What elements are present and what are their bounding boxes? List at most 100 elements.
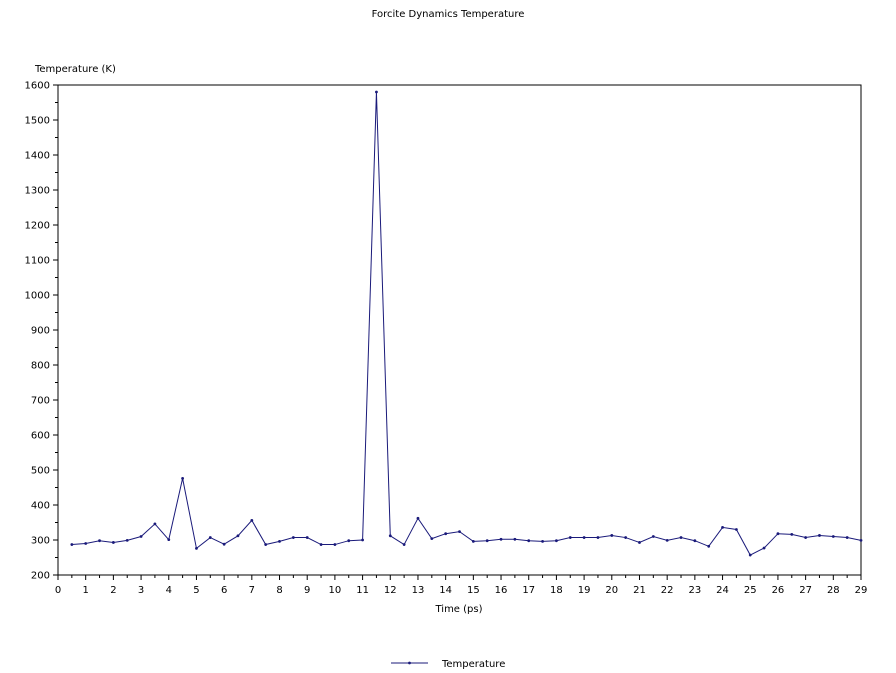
y-tick-label: 900 <box>31 326 50 337</box>
data-point <box>250 519 254 522</box>
data-point <box>305 536 309 539</box>
legend: Temperature <box>391 659 505 670</box>
legend-marker <box>408 661 411 665</box>
series-layer <box>70 90 863 557</box>
x-tick-label: 29 <box>855 585 868 596</box>
x-tick-label: 6 <box>221 585 227 596</box>
data-point <box>333 543 337 546</box>
data-point <box>748 553 752 557</box>
y-tick-label: 1000 <box>25 291 50 302</box>
x-tick-label: 9 <box>304 585 310 596</box>
data-point <box>167 538 171 542</box>
data-point <box>513 537 517 541</box>
data-point <box>347 539 351 543</box>
x-tick-label: 0 <box>55 585 61 596</box>
y-tick-label: 1400 <box>25 151 50 162</box>
data-point <box>471 540 475 543</box>
data-point <box>679 536 683 539</box>
chart-title: Forcite Dynamics Temperature <box>372 9 525 20</box>
data-point <box>361 538 364 542</box>
data-point <box>181 477 185 480</box>
legend-label: Temperature <box>441 659 505 670</box>
y-tick-label: 200 <box>31 571 50 582</box>
data-point <box>264 543 268 546</box>
data-point <box>638 541 641 544</box>
data-point <box>555 539 558 543</box>
x-tick-label: 27 <box>799 585 812 596</box>
x-tick-label: 18 <box>550 585 563 596</box>
x-tick-label: 19 <box>578 585 591 596</box>
data-point <box>430 537 434 540</box>
x-tick-label: 20 <box>605 585 618 596</box>
data-point <box>831 535 835 538</box>
data-point <box>222 542 226 546</box>
y-axis: 200 300 400 500 600 700 800 900 1000 1100 1200 1300… <box>25 81 58 582</box>
data-point <box>458 530 461 533</box>
y-tick-label: 300 <box>31 536 50 547</box>
data-point <box>111 541 115 544</box>
data-point <box>610 534 614 537</box>
data-point <box>651 535 655 538</box>
data-point <box>84 542 88 545</box>
data-point <box>236 534 240 538</box>
data-point <box>845 536 849 539</box>
data-point <box>319 543 323 546</box>
data-point <box>762 546 766 550</box>
data-point <box>804 536 808 539</box>
data-point <box>818 534 821 537</box>
data-point <box>707 544 711 548</box>
x-tick-label: 24 <box>716 585 729 596</box>
x-tick-label: 5 <box>193 585 199 596</box>
y-tick-label: 1200 <box>25 221 50 232</box>
x-tick-label: 14 <box>439 585 452 596</box>
x-axis-label: Time (ps) <box>434 604 482 615</box>
x-tick-label: 12 <box>384 585 397 596</box>
data-point <box>98 539 101 543</box>
x-tick-label: 11 <box>356 585 369 596</box>
x-tick-label: 21 <box>633 585 646 596</box>
x-tick-label: 10 <box>329 585 342 596</box>
data-point <box>125 538 129 542</box>
y-tick-label: 800 <box>31 361 50 372</box>
y-tick-label: 400 <box>31 501 50 512</box>
x-tick-label: 23 <box>688 585 701 596</box>
x-tick-label: 28 <box>827 585 840 596</box>
y-tick-label: 1100 <box>25 256 50 267</box>
x-tick-label: 22 <box>661 585 674 596</box>
data-point <box>278 540 281 543</box>
data-point <box>859 538 863 542</box>
data-point <box>582 536 586 539</box>
x-tick-label: 17 <box>522 585 535 596</box>
x-tick-label: 1 <box>83 585 89 596</box>
y-tick-label: 600 <box>31 431 50 442</box>
data-point <box>596 536 600 539</box>
data-point <box>790 533 794 536</box>
data-point <box>402 543 406 546</box>
series-line-temperature <box>71 91 862 556</box>
data-point <box>527 539 531 543</box>
data-point <box>139 535 143 538</box>
data-point <box>541 540 544 543</box>
x-tick-label: 7 <box>249 585 255 596</box>
x-tick-label: 8 <box>276 585 282 596</box>
x-tick-label: 4 <box>166 585 172 596</box>
x-tick-label: 2 <box>110 585 116 596</box>
data-point <box>291 536 295 539</box>
y-tick-label: 1500 <box>25 116 50 127</box>
data-point <box>70 543 74 546</box>
y-axis-label: Temperature (K) <box>34 64 116 75</box>
y-tick-label: 1600 <box>25 81 50 92</box>
data-point <box>195 547 198 550</box>
data-point <box>624 536 628 539</box>
data-point <box>388 534 392 538</box>
x-tick-label: 16 <box>495 585 508 596</box>
data-point <box>665 538 669 542</box>
data-point <box>721 526 724 529</box>
y-tick-label: 500 <box>31 466 50 477</box>
data-point <box>499 537 503 541</box>
y-tick-label: 700 <box>31 396 50 407</box>
data-point <box>734 528 738 531</box>
data-point <box>416 516 420 520</box>
x-tick-label: 15 <box>467 585 480 596</box>
